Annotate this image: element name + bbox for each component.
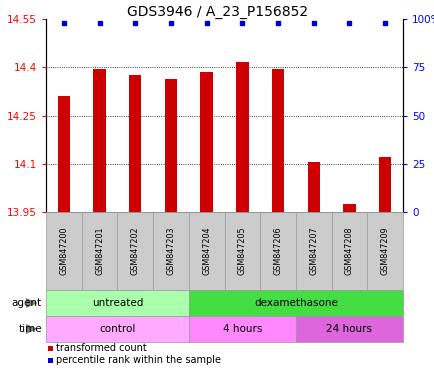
Text: 4 hours: 4 hours — [222, 324, 261, 334]
Text: time: time — [18, 324, 42, 334]
Text: untreated: untreated — [92, 298, 143, 308]
Text: GSM847205: GSM847205 — [237, 227, 246, 275]
Text: GSM847204: GSM847204 — [202, 227, 210, 275]
Text: GSM847200: GSM847200 — [59, 227, 68, 275]
Bar — [93, 69, 105, 212]
Text: control: control — [99, 324, 135, 334]
Bar — [57, 96, 70, 212]
Text: GSM847202: GSM847202 — [131, 227, 139, 275]
Text: agent: agent — [12, 298, 42, 308]
Text: GSM847209: GSM847209 — [380, 227, 389, 275]
Bar — [271, 69, 284, 212]
Text: GSM847208: GSM847208 — [344, 227, 353, 275]
Text: GDS3946 / A_23_P156852: GDS3946 / A_23_P156852 — [127, 5, 307, 19]
Bar — [307, 162, 319, 212]
Text: dexamethasone: dexamethasone — [253, 298, 337, 308]
Text: GSM847203: GSM847203 — [166, 227, 175, 275]
Text: GSM847207: GSM847207 — [309, 227, 318, 275]
Bar — [129, 75, 141, 212]
Bar — [236, 63, 248, 212]
Bar — [200, 72, 212, 212]
Bar — [378, 157, 391, 212]
Bar — [342, 204, 355, 212]
Text: GSM847206: GSM847206 — [273, 227, 282, 275]
Text: GSM847201: GSM847201 — [95, 227, 104, 275]
Text: 24 hours: 24 hours — [326, 324, 372, 334]
Text: percentile rank within the sample: percentile rank within the sample — [56, 355, 220, 365]
Text: transformed count: transformed count — [56, 343, 146, 353]
Bar — [164, 78, 177, 212]
